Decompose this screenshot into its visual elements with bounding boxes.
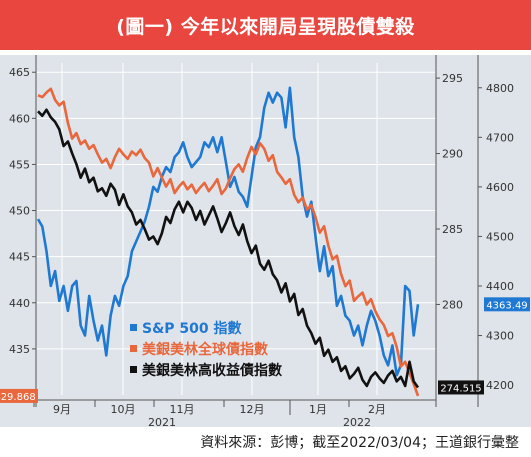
left-tick-label: 435 [9, 343, 30, 356]
legend-swatch-1 [130, 345, 137, 352]
last-value-tag-2: 274.515 [438, 380, 484, 395]
right-tick-label: 4500 [486, 230, 514, 243]
series-line-1 [37, 87, 420, 397]
x-tick-label: 12月 [240, 403, 265, 416]
x-tick-label: 11月 [170, 403, 195, 416]
x-tick-label: 9月 [53, 403, 71, 416]
legend-label-1: 美銀美林全球債指數 [142, 341, 268, 358]
series-line-0 [36, 86, 420, 377]
legend-swatch-0 [130, 324, 137, 331]
last-value-tag-label: 4363.49 [486, 300, 527, 311]
left-tick-label: 450 [9, 205, 30, 218]
x-year-label: 2022 [343, 416, 371, 427]
right-tick-label: 4400 [486, 280, 514, 293]
x-year-label: 2021 [148, 416, 176, 427]
last-value-tag-bg [484, 297, 530, 312]
left-tick-label: 440 [9, 297, 30, 310]
right-tick-label: 4800 [486, 82, 514, 95]
legend-label-2: 美銀美林高收益債指數 [142, 362, 282, 379]
mid-tick-label: 280 [442, 298, 463, 311]
mid-tick-label: 285 [442, 223, 463, 236]
left-tick-label: 445 [9, 251, 30, 264]
left-tick-label: 460 [9, 112, 30, 125]
right-tick-label: 4200 [486, 379, 514, 392]
source-note: 資料來源：彭博；截至2022/03/04；王道銀行彙整 [200, 435, 519, 451]
mid-tick-label: 295 [442, 72, 463, 85]
last-value-tag-label: 274.515 [440, 383, 481, 394]
line-chart: 435 440 445 450 455 460 465 280 285 290 295 4200 430… [0, 55, 530, 427]
right-tick-label: 4300 [486, 330, 514, 343]
last-value-tag-1: 429.868 [0, 388, 38, 403]
x-tick-label: 2月 [368, 403, 386, 416]
last-value-tag-bg [438, 380, 484, 395]
series-line-2 [37, 108, 420, 389]
left-tick-label: 455 [9, 158, 30, 171]
right-tick-label: 4600 [486, 181, 514, 194]
last-value-tag-0: 4363.49 [484, 297, 530, 312]
last-value-tag-label: 429.868 [0, 392, 36, 403]
last-value-tag-bg [0, 388, 38, 403]
legend-label-0: S&P 500 指數 [142, 320, 242, 337]
legend-swatch-2 [130, 366, 137, 373]
x-tick-label: 1月 [309, 403, 327, 416]
x-tick-label: 10月 [111, 403, 136, 416]
right-tick-label: 4700 [486, 131, 514, 144]
left-tick-label: 465 [9, 66, 30, 79]
chart-panel: 435 440 445 450 455 460 465 280 285 290 295 4200 430… [0, 55, 531, 427]
chart-title: (圖一) 今年以來開局呈現股債雙殺 [0, 0, 531, 50]
mid-tick-label: 290 [442, 148, 463, 161]
